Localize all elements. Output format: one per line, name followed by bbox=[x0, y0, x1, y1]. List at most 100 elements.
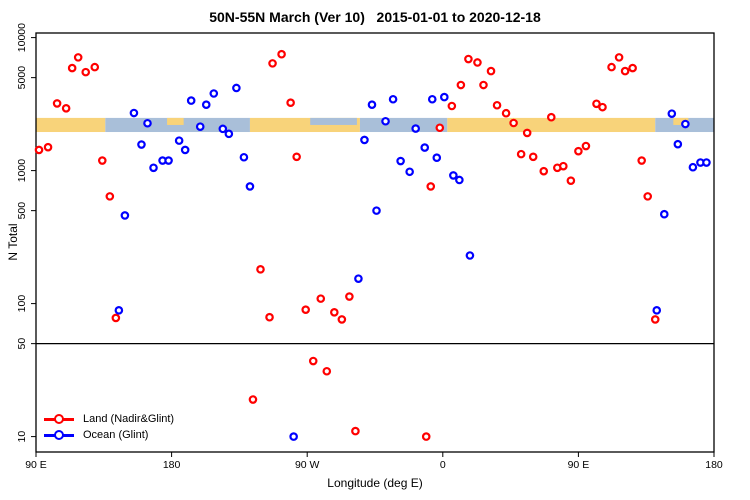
data-point-land bbox=[501, 108, 511, 118]
x-tick-label: 180 bbox=[163, 459, 181, 471]
data-point-land bbox=[435, 123, 445, 133]
data-point-land bbox=[97, 156, 107, 165]
data-point-ocean bbox=[372, 206, 381, 215]
legend-label-land: Land (Nadir&Glint) bbox=[83, 413, 175, 425]
data-point-land bbox=[330, 308, 339, 317]
ocean-legend-marker bbox=[44, 430, 74, 440]
data-point-ocean bbox=[354, 274, 363, 283]
data-point-land bbox=[67, 63, 77, 73]
data-point-ocean bbox=[688, 162, 698, 172]
data-point-ocean bbox=[239, 152, 249, 162]
legend-label-ocean: Ocean (Glint) bbox=[83, 429, 149, 441]
data-point-ocean bbox=[432, 153, 442, 163]
legend-item-land: Land (Nadir&Glint) bbox=[44, 412, 174, 426]
data-point-ocean bbox=[180, 145, 190, 155]
plot-box bbox=[35, 32, 715, 453]
data-point-ocean bbox=[224, 129, 234, 139]
data-point-land bbox=[581, 141, 591, 151]
land-legend-marker bbox=[44, 414, 74, 424]
data-point-ocean bbox=[129, 108, 139, 118]
data-point-land bbox=[248, 395, 258, 404]
data-point-land bbox=[528, 152, 538, 162]
data-point-ocean bbox=[186, 96, 196, 105]
data-point-land bbox=[614, 53, 624, 62]
data-point-land bbox=[351, 426, 360, 436]
map-strip-land bbox=[447, 117, 656, 133]
data-point-land bbox=[492, 100, 502, 110]
data-point-ocean bbox=[396, 156, 405, 166]
y-tick-label: 100 bbox=[16, 295, 28, 313]
data-point-land bbox=[256, 265, 265, 274]
data-point-land bbox=[345, 292, 354, 301]
data-point-land bbox=[337, 315, 347, 324]
data-point-ocean bbox=[209, 89, 219, 98]
data-point-land bbox=[34, 145, 44, 155]
data-point-land bbox=[486, 66, 496, 76]
data-point-land bbox=[301, 305, 310, 314]
data-point-land bbox=[546, 112, 556, 122]
data-point-land bbox=[265, 312, 274, 322]
data-point-ocean bbox=[427, 94, 437, 104]
legend: Land (Nadir&Glint) Ocean (Glint) bbox=[44, 412, 174, 442]
data-point-land bbox=[73, 53, 83, 62]
data-point-ocean bbox=[143, 118, 152, 128]
data-point-land bbox=[277, 49, 286, 59]
data-point-ocean bbox=[449, 171, 458, 180]
data-point-land bbox=[628, 63, 637, 73]
data-point-land bbox=[592, 99, 601, 109]
data-point-ocean bbox=[201, 100, 211, 109]
x-axis-title: Longitude (deg E) bbox=[327, 476, 423, 490]
data-point-land bbox=[308, 356, 318, 366]
data-point-land bbox=[473, 58, 482, 67]
data-point-ocean bbox=[137, 140, 146, 149]
data-point-land bbox=[456, 80, 466, 90]
data-point-land bbox=[286, 98, 295, 107]
data-point-land bbox=[559, 161, 568, 171]
x-tick-label: 180 bbox=[705, 459, 723, 471]
data-point-ocean bbox=[367, 100, 377, 109]
data-point-ocean bbox=[232, 83, 241, 93]
x-tick-label: 90 W bbox=[295, 459, 320, 471]
data-point-ocean bbox=[164, 156, 173, 165]
x-tick-label: 0 bbox=[440, 459, 446, 471]
data-point-land bbox=[650, 315, 660, 324]
data-point-land bbox=[620, 66, 630, 76]
data-point-land bbox=[421, 432, 431, 441]
data-point-land bbox=[516, 149, 526, 159]
open-circle-icon bbox=[54, 430, 64, 440]
legend-item-ocean: Ocean (Glint) bbox=[44, 428, 174, 442]
data-point-ocean bbox=[360, 135, 369, 145]
data-point-ocean bbox=[411, 124, 420, 133]
data-point-land bbox=[539, 166, 549, 176]
data-point-land bbox=[522, 128, 532, 138]
data-point-land bbox=[479, 80, 488, 90]
data-point-ocean bbox=[455, 175, 464, 185]
data-point-ocean bbox=[381, 116, 390, 126]
data-point-land bbox=[81, 67, 91, 77]
data-point-ocean bbox=[289, 432, 298, 441]
y-tick-label: 1000 bbox=[16, 159, 28, 183]
data-point-land bbox=[43, 142, 53, 152]
y-tick-label: 10 bbox=[16, 431, 28, 443]
x-tick-label: 90 E bbox=[568, 459, 590, 471]
map-strip-patch-land bbox=[167, 117, 184, 125]
data-point-ocean bbox=[465, 251, 475, 260]
data-point-ocean bbox=[659, 209, 669, 219]
data-point-land bbox=[464, 54, 473, 64]
data-point-ocean bbox=[420, 143, 430, 152]
data-point-land bbox=[643, 192, 653, 201]
data-point-ocean bbox=[440, 92, 449, 102]
data-point-land bbox=[637, 156, 646, 165]
data-point-ocean bbox=[245, 182, 255, 191]
y-tick-label: 10000 bbox=[16, 23, 28, 52]
y-tick-label: 50 bbox=[16, 338, 28, 350]
data-point-ocean bbox=[673, 139, 683, 149]
data-point-land bbox=[447, 101, 457, 111]
data-point-ocean bbox=[114, 306, 124, 315]
data-point-land bbox=[566, 176, 576, 185]
data-point-land bbox=[105, 192, 115, 201]
data-point-land bbox=[607, 62, 616, 72]
data-point-ocean bbox=[218, 124, 228, 134]
data-point-ocean bbox=[702, 158, 711, 167]
data-point-ocean bbox=[195, 122, 205, 131]
